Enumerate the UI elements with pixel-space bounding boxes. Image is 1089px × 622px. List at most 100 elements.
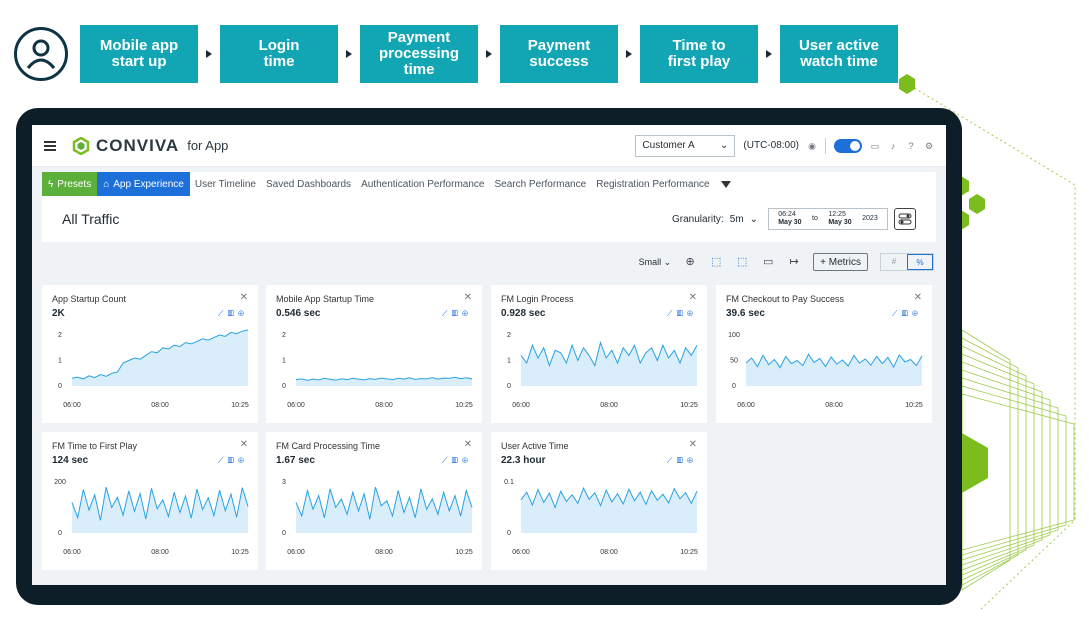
tab-presets[interactable]: ϟ Presets: [42, 172, 98, 196]
user-icon: [14, 27, 68, 81]
y-tick-label: 0: [58, 383, 62, 390]
journey-step-login-time: Login time: [220, 25, 338, 83]
comment-icon[interactable]: ▭: [762, 256, 774, 268]
percent-mode-button[interactable]: %: [907, 254, 933, 270]
count-mode-button[interactable]: #: [891, 257, 897, 266]
zoom-icon[interactable]: ⊕: [686, 456, 697, 465]
select-area-icon[interactable]: ⬚: [710, 256, 722, 268]
y-tick-label: 0: [507, 530, 511, 537]
close-icon[interactable]: ✕: [463, 439, 472, 450]
journey-step-user-active-watch-time: User active watch time: [780, 25, 898, 83]
tab-registration-performance[interactable]: Registration Performance: [596, 178, 710, 190]
menu-icon[interactable]: [44, 140, 56, 151]
x-tick-label: 06:00: [287, 549, 305, 556]
line-chart-icon[interactable]: ⟋: [891, 309, 902, 318]
hexagon-small-1: [899, 74, 915, 94]
bar-chart-icon[interactable]: ▥: [227, 309, 238, 318]
bar-chart-icon[interactable]: ▥: [676, 309, 687, 318]
journey-step-payment-processing-time: Payment processing time: [360, 25, 478, 83]
close-icon[interactable]: ✕: [913, 292, 922, 303]
title-bar: All Traffic Granularity: 5m ⌄ 06:24 May 3…: [42, 196, 936, 242]
close-icon[interactable]: ✕: [239, 292, 248, 303]
chevron-down-icon: ⌄: [749, 213, 758, 225]
chart-plot: 100 50 0 06:00 08:00 10:25: [728, 332, 923, 409]
tab-saved-dashboards[interactable]: Saved Dashboards: [266, 178, 352, 190]
close-icon[interactable]: ✕: [463, 292, 472, 303]
x-tick-label: 06:00: [737, 402, 755, 409]
x-tick-label: 10:25: [905, 402, 923, 409]
chevron-down-icon: ⌄: [720, 140, 729, 151]
y-tick-label: 3: [282, 479, 286, 486]
bar-chart-icon[interactable]: ▥: [451, 456, 462, 465]
add-metrics-button[interactable]: + Metrics: [813, 253, 868, 271]
chart-card: FM Login Process ✕ 0.928 sec ⟋▥⊕ 2 1 0 06:00 08:…: [491, 285, 707, 423]
more-tabs-icon[interactable]: [720, 180, 731, 188]
y-tick-label: 1: [58, 358, 62, 365]
theme-toggle[interactable]: [834, 138, 862, 153]
customer-select[interactable]: Customer A ⌄: [635, 134, 736, 157]
zoom-in-icon[interactable]: ⊕: [685, 256, 695, 268]
line-chart-icon[interactable]: ⟋: [666, 456, 677, 465]
granularity-control[interactable]: Granularity: 5m ⌄: [672, 214, 758, 225]
export-icon[interactable]: ↦: [789, 256, 799, 268]
series-line: [71, 486, 249, 521]
close-icon[interactable]: ✕: [688, 439, 697, 450]
chat-icon[interactable]: ▭: [870, 140, 880, 151]
chart-value: 2K: [52, 308, 65, 319]
zoom-icon[interactable]: ⊕: [686, 309, 697, 318]
line-chart-icon[interactable]: ⟋: [441, 309, 452, 318]
bar-chart-icon[interactable]: ▥: [227, 456, 238, 465]
zoom-icon[interactable]: ⊕: [237, 456, 248, 465]
tab-user-timeline[interactable]: User Timeline: [194, 178, 256, 190]
tab-search-performance[interactable]: Search Performance: [494, 178, 587, 190]
y-tick-label: 0: [282, 383, 286, 390]
x-tick-label: 08:00: [151, 549, 169, 556]
zoom-icon[interactable]: ⊕: [461, 456, 472, 465]
value-mode-toggle[interactable]: # %: [880, 253, 934, 271]
line-chart-icon[interactable]: ⟋: [666, 309, 677, 318]
divider: [825, 137, 826, 154]
chart-plot: 200 0 06:00 08:00 10:25: [54, 479, 249, 556]
size-select[interactable]: Small ⌄: [638, 256, 672, 267]
zoom-icon[interactable]: ⊕: [461, 309, 472, 318]
chart-card: FM Time to First Play ✕ 124 sec ⟋▥⊕ 200 0 06:0…: [42, 432, 258, 570]
arrow-icon: [206, 50, 212, 58]
chart-card: App Startup Count ✕ 2K ⟋▥⊕ 2 1 0 06:00 08:00 10:2…: [42, 285, 258, 423]
tab-authentication-performance[interactable]: Authentication Performance: [361, 178, 485, 190]
eye-icon[interactable]: ◉: [808, 140, 816, 151]
chart-title: FM Login Process: [501, 294, 574, 304]
zoom-area-icon[interactable]: ⬚: [736, 256, 748, 268]
bar-chart-icon[interactable]: ▥: [451, 309, 462, 318]
bar-chart-icon[interactable]: ▥: [901, 309, 912, 318]
chart-plot: 2 1 0 06:00 08:00 10:25: [507, 332, 698, 409]
close-icon[interactable]: ✕: [239, 439, 248, 450]
bolt-icon: ϟ: [48, 178, 54, 190]
line-chart-icon[interactable]: ⟋: [217, 456, 228, 465]
chart-value: 0.546 sec: [276, 308, 321, 319]
chart-tools: ⟋▥⊕: [218, 309, 248, 319]
gear-icon[interactable]: ⚙: [924, 140, 934, 151]
x-tick-label: 06:00: [512, 549, 530, 556]
bar-chart-icon[interactable]: ▥: [676, 456, 687, 465]
tab-app-experience[interactable]: ⌂ App Experience: [97, 172, 190, 196]
line-chart-icon[interactable]: ⟋: [441, 456, 452, 465]
zoom-icon[interactable]: ⊕: [237, 309, 248, 318]
chart-title: FM Time to First Play: [52, 441, 138, 451]
date-range-picker[interactable]: 06:24 May 30 to 12:25 May 30 2023: [768, 208, 888, 230]
filter-toggle-button[interactable]: [894, 208, 916, 230]
y-tick-label: 0: [58, 530, 62, 537]
help-icon[interactable]: ?: [908, 140, 914, 151]
zoom-icon[interactable]: ⊕: [911, 309, 922, 318]
arrow-icon: [346, 50, 352, 58]
conviva-logo-icon: [72, 136, 90, 155]
chart-plot: 3 0 06:00 08:00 10:25: [282, 479, 473, 556]
x-tick-label: 08:00: [600, 549, 618, 556]
close-icon[interactable]: ✕: [688, 292, 697, 303]
line-chart-icon[interactable]: ⟋: [217, 309, 228, 318]
date-year: 2023: [862, 215, 878, 222]
chart-tools: ⟋▥⊕: [218, 456, 248, 466]
bell-icon[interactable]: ♪: [890, 140, 896, 151]
chart-title: FM Checkout to Pay Success: [726, 294, 845, 304]
chart-value: 1.67 sec: [276, 455, 315, 466]
